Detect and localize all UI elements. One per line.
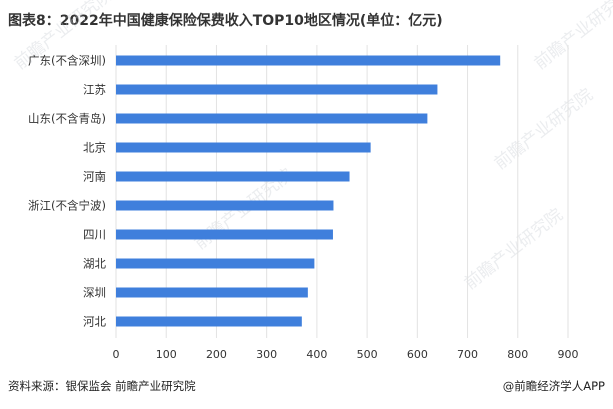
bar: [116, 258, 315, 269]
x-tick-label: 100: [156, 348, 177, 361]
category-label: 河北: [83, 315, 106, 329]
category-label: 深圳: [83, 286, 106, 300]
brand-credit: @前瞻经济学人APP: [502, 379, 605, 393]
bar: [116, 200, 334, 211]
x-tick-label: 700: [457, 348, 478, 361]
category-label: 北京: [83, 141, 106, 155]
bar: [116, 316, 302, 327]
watermark-text: 前瞻产业研究院: [461, 205, 567, 294]
x-tick-labels: 0 100 200 300 400 500 600 700 800 900: [113, 348, 579, 361]
category-label: 山东(不含青岛): [28, 112, 106, 126]
category-label: 广东(不含深圳): [28, 54, 106, 68]
x-tick-label: 0: [113, 348, 120, 361]
watermark-text: 前瞻产业研究院: [491, 85, 597, 174]
x-tick-label: 400: [306, 348, 327, 361]
x-tick-label: 200: [206, 348, 227, 361]
bar: [116, 171, 350, 182]
bar: [116, 84, 438, 95]
category-label: 四川: [83, 228, 106, 242]
x-tick-label: 500: [357, 348, 378, 361]
x-tick-label: 900: [558, 348, 579, 361]
bar: [116, 142, 371, 153]
category-label: 湖北: [83, 257, 106, 271]
watermark-text: 前瞻产业研究院: [531, 0, 613, 74]
x-tick-label: 600: [407, 348, 428, 361]
bar: [116, 55, 501, 66]
bar: [116, 287, 308, 298]
bars: [116, 55, 501, 327]
source-note: 资料来源：银保监会 前瞻产业研究院: [8, 379, 196, 393]
bar: [116, 229, 333, 240]
chart-title: 图表8：2022年中国健康保险保费收入TOP10地区情况(单位：亿元): [8, 13, 443, 29]
x-tick-label: 300: [256, 348, 277, 361]
bar: [116, 113, 428, 124]
category-label: 江苏: [83, 83, 106, 97]
x-tick-label: 800: [507, 348, 528, 361]
category-label: 浙江(不含宁波): [28, 199, 106, 213]
category-label: 河南: [83, 170, 106, 184]
